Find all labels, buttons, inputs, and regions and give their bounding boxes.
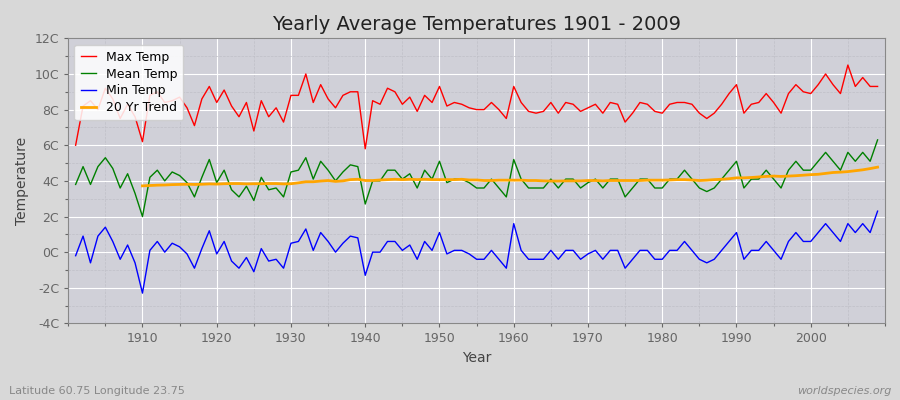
- Min Temp: [137, 291, 148, 296]
- Max Temp: [842, 63, 853, 68]
- Text: worldspecies.org: worldspecies.org: [796, 386, 891, 396]
- Mean Temp: [130, 191, 140, 196]
- Min Temp: [508, 221, 519, 226]
- Min Temp: [872, 209, 883, 214]
- 20 Yr Trend: [308, 179, 319, 184]
- Mean Temp: [301, 155, 311, 160]
- Min Temp: [130, 260, 140, 265]
- Line: Mean Temp: Mean Temp: [76, 140, 878, 216]
- 20 Yr Trend: [575, 178, 586, 183]
- 20 Yr Trend: [835, 170, 846, 174]
- 20 Yr Trend: [137, 184, 148, 188]
- Mean Temp: [508, 157, 519, 162]
- Title: Yearly Average Temperatures 1901 - 2009: Yearly Average Temperatures 1901 - 2009: [272, 15, 681, 34]
- Max Temp: [508, 84, 519, 89]
- X-axis label: Year: Year: [462, 351, 491, 365]
- 20 Yr Trend: [278, 182, 289, 186]
- Max Temp: [338, 93, 348, 98]
- Max Temp: [70, 143, 81, 148]
- 20 Yr Trend: [872, 165, 883, 170]
- Line: Max Temp: Max Temp: [76, 65, 878, 149]
- Mean Temp: [137, 214, 148, 219]
- Mean Temp: [516, 177, 526, 182]
- Min Temp: [301, 226, 311, 231]
- Min Temp: [345, 234, 356, 238]
- Max Temp: [872, 84, 883, 89]
- Mean Temp: [605, 177, 616, 182]
- 20 Yr Trend: [516, 178, 526, 182]
- Max Temp: [293, 93, 304, 98]
- Legend: Max Temp, Mean Temp, Min Temp, 20 Yr Trend: Max Temp, Mean Temp, Min Temp, 20 Yr Tre…: [75, 44, 184, 120]
- Mean Temp: [70, 182, 81, 187]
- Line: 20 Yr Trend: 20 Yr Trend: [142, 167, 878, 186]
- Min Temp: [70, 253, 81, 258]
- Mean Temp: [872, 138, 883, 142]
- Line: Min Temp: Min Temp: [76, 211, 878, 293]
- Y-axis label: Temperature: Temperature: [15, 137, 29, 225]
- Mean Temp: [345, 162, 356, 167]
- Min Temp: [516, 248, 526, 253]
- Max Temp: [516, 100, 526, 105]
- Min Temp: [605, 248, 616, 253]
- Text: Latitude 60.75 Longitude 23.75: Latitude 60.75 Longitude 23.75: [9, 386, 184, 396]
- Max Temp: [360, 146, 371, 151]
- 20 Yr Trend: [813, 172, 824, 177]
- Max Temp: [605, 100, 616, 105]
- Max Temp: [130, 114, 140, 119]
